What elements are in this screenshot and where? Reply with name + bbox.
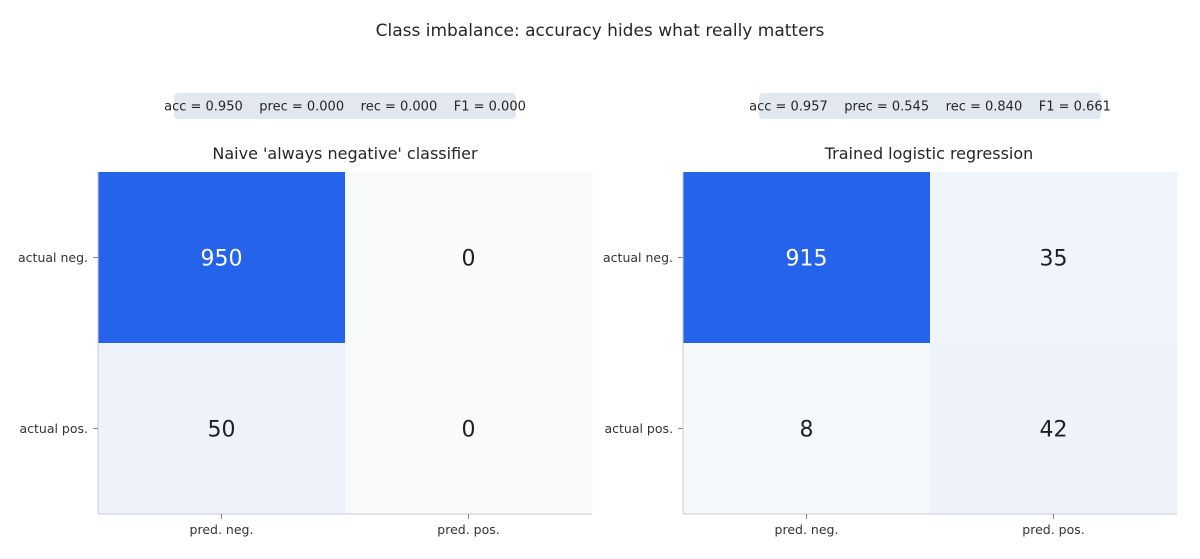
panel-title: Trained logistic regression xyxy=(824,144,1034,163)
heatmap-cells: 950 0 50 0 xyxy=(98,172,593,515)
heatmap-cell xyxy=(930,172,1178,344)
column-ticks: pred. neg. pred. pos. xyxy=(775,514,1085,537)
metrics-text: acc = 0.950 prec = 0.000 rec = 0.000 F1 … xyxy=(164,100,526,115)
metrics-text: acc = 0.957 prec = 0.545 rec = 0.840 F1 … xyxy=(749,100,1111,115)
row-tick-label: actual neg. xyxy=(18,250,88,265)
cell-value-label: 0 xyxy=(462,418,476,443)
cell-value-label: 42 xyxy=(1040,418,1068,443)
metrics-box xyxy=(759,93,1101,119)
heatmap-cell xyxy=(345,172,593,344)
heatmap-cell xyxy=(98,172,346,344)
cell-value-label: 915 xyxy=(786,247,828,272)
cell-value-label: 950 xyxy=(201,247,243,272)
heatmap-cell xyxy=(345,343,593,515)
row-tick-label: actual neg. xyxy=(603,250,673,265)
cell-value-label: 35 xyxy=(1040,247,1068,272)
cell-value-label: 0 xyxy=(462,247,476,272)
heatmap-cell xyxy=(98,343,346,515)
cell-value-label: 8 xyxy=(800,418,814,443)
panel-logistic-regression: acc = 0.957 prec = 0.545 rec = 0.840 F1 … xyxy=(603,93,1178,537)
panel-title: Naive 'always negative' classifier xyxy=(212,144,478,163)
column-tick-label: pred. pos. xyxy=(437,522,499,537)
heatmap-cell xyxy=(930,343,1178,515)
column-tick-label: pred. pos. xyxy=(1022,522,1084,537)
metrics-box xyxy=(174,93,516,119)
heatmap-cell xyxy=(683,343,931,515)
figure-title: Class imbalance: accuracy hides what rea… xyxy=(376,21,825,41)
axes-frame xyxy=(682,172,1177,515)
heatmap-cells: 915 35 8 42 xyxy=(683,172,1178,515)
panel-naive: acc = 0.950 prec = 0.000 rec = 0.000 F1 … xyxy=(18,93,593,537)
row-tick-label: actual pos. xyxy=(604,421,673,436)
axes-frame xyxy=(97,172,592,515)
cell-value-label: 50 xyxy=(208,418,236,443)
row-ticks: actual neg. actual pos. xyxy=(18,250,98,436)
heatmap-cell xyxy=(683,172,931,344)
row-tick-label: actual pos. xyxy=(19,421,88,436)
row-ticks: actual neg. actual pos. xyxy=(603,250,683,436)
column-tick-label: pred. neg. xyxy=(190,522,254,537)
column-tick-label: pred. neg. xyxy=(775,522,839,537)
column-ticks: pred. neg. pred. pos. xyxy=(190,514,500,537)
